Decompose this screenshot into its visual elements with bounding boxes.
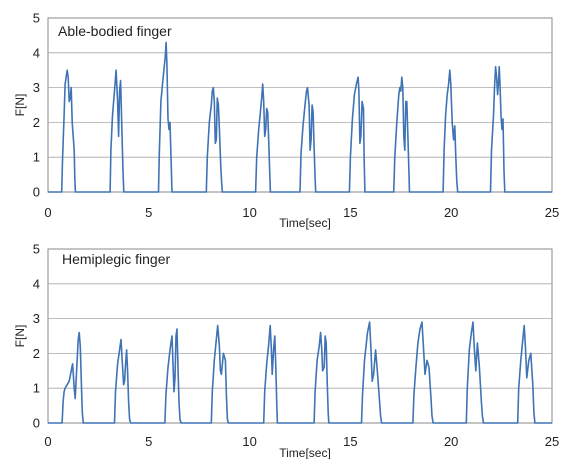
y-tick-label: 4 [33,45,40,60]
y-axis-label-2: F[N] [13,325,27,348]
x-tick-label: 0 [44,434,51,449]
plot-area-2 [47,248,553,424]
x-tick-labels-1: 0 5 10 15 20 25 [44,205,559,220]
y-tick-label: 4 [33,276,40,291]
x-tick-label: 25 [545,434,559,449]
force-line-hemiplegic [48,321,552,424]
force-line-able-bodied [48,41,552,193]
y-tick-label: 5 [33,242,40,257]
x-tick-labels-2: 0 5 10 15 20 25 [44,434,559,449]
x-axis-label-2: Time[sec] [279,446,331,459]
x-tick-label: 5 [145,434,152,449]
x-axis-label-1: Time[sec] [279,216,331,230]
panel-title-2: Hemiplegic finger [62,251,170,267]
y-tick-labels-2: 0 1 2 3 4 5 [33,242,40,431]
panel-title-1: Able-bodied finger [58,23,172,39]
y-tick-labels-1: 0 1 2 3 4 5 [33,11,40,200]
y-tick-label: 0 [33,416,40,431]
y-tick-label: 2 [33,115,40,130]
y-tick-label: 1 [33,150,40,165]
y-tick-label: 3 [33,80,40,95]
x-tick-label: 5 [145,205,152,220]
grid-lines-1 [48,52,552,158]
x-tick-label: 0 [44,205,51,220]
y-tick-label: 2 [33,346,40,361]
x-tick-label: 10 [242,434,256,449]
x-tick-label: 25 [545,205,559,220]
x-tick-label: 15 [343,434,357,449]
x-tick-label: 20 [444,205,458,220]
x-tick-label: 15 [343,205,357,220]
y-axis-label-1: F[N] [13,94,27,117]
y-tick-label: 0 [33,185,40,200]
panel-able-bodied: 0 1 2 3 4 5 0 5 10 15 20 25 Time[sec] F[… [13,11,559,231]
x-tick-label: 20 [444,434,458,449]
y-tick-label: 1 [33,381,40,396]
y-tick-label: 3 [33,311,40,326]
x-tick-label: 10 [242,205,256,220]
panel-hemiplegic: 0 1 2 3 4 5 0 5 10 15 20 25 Time[sec] F[… [13,242,559,459]
y-tick-label: 5 [33,11,40,26]
